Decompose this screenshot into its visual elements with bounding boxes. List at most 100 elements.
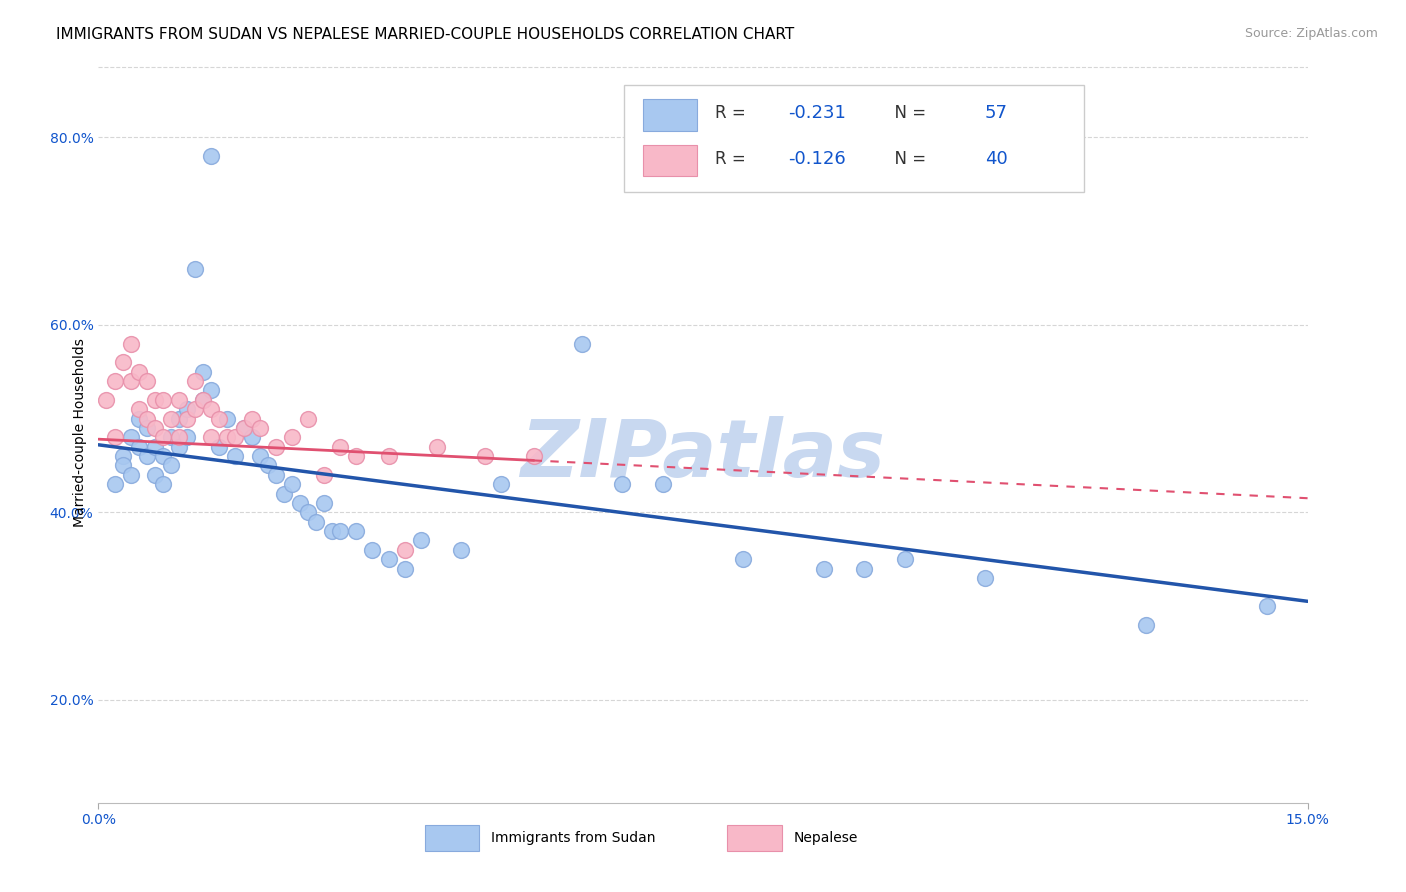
Text: IMMIGRANTS FROM SUDAN VS NEPALESE MARRIED-COUPLE HOUSEHOLDS CORRELATION CHART: IMMIGRANTS FROM SUDAN VS NEPALESE MARRIE…: [56, 27, 794, 42]
Point: [612, 477, 634, 491]
Point: [167, 430, 190, 444]
Point: [651, 477, 673, 491]
Point: [523, 449, 546, 463]
Point: [193, 392, 215, 407]
Point: [249, 449, 271, 463]
Point: [135, 374, 157, 388]
Text: ZIPatlas: ZIPatlas: [520, 416, 886, 494]
Point: [152, 477, 174, 491]
Point: [426, 440, 449, 454]
Point: [893, 552, 915, 566]
Point: [120, 336, 142, 351]
Point: [135, 449, 157, 463]
Point: [176, 411, 198, 425]
Point: [103, 374, 125, 388]
Point: [314, 496, 336, 510]
Point: [813, 561, 835, 575]
Text: -0.126: -0.126: [787, 150, 845, 168]
Point: [853, 561, 876, 575]
Point: [143, 467, 166, 482]
Point: [193, 365, 215, 379]
Point: [167, 392, 190, 407]
Text: R =: R =: [716, 103, 751, 122]
Point: [288, 496, 311, 510]
Text: Immigrants from Sudan: Immigrants from Sudan: [492, 831, 655, 846]
Text: N =: N =: [884, 103, 932, 122]
Point: [135, 411, 157, 425]
Point: [377, 552, 399, 566]
Point: [217, 430, 239, 444]
Point: [217, 411, 239, 425]
Point: [281, 430, 304, 444]
Point: [208, 411, 231, 425]
FancyBboxPatch shape: [643, 145, 697, 177]
Point: [1135, 617, 1157, 632]
Point: [344, 524, 367, 538]
Point: [143, 392, 166, 407]
FancyBboxPatch shape: [643, 99, 697, 130]
Point: [297, 505, 319, 519]
Point: [232, 421, 254, 435]
Point: [167, 440, 190, 454]
Point: [152, 449, 174, 463]
Point: [232, 421, 254, 435]
Point: [103, 477, 125, 491]
Point: [111, 355, 134, 369]
Point: [264, 467, 287, 482]
Point: [394, 542, 416, 557]
Point: [176, 430, 198, 444]
Point: [200, 402, 222, 417]
Text: Nepalese: Nepalese: [793, 831, 858, 846]
Point: [450, 542, 472, 557]
Point: [733, 552, 755, 566]
Point: [321, 524, 343, 538]
Point: [329, 440, 352, 454]
FancyBboxPatch shape: [727, 825, 782, 851]
Point: [184, 374, 207, 388]
Point: [240, 430, 263, 444]
Point: [571, 336, 593, 351]
Text: Source: ZipAtlas.com: Source: ZipAtlas.com: [1244, 27, 1378, 40]
Point: [240, 411, 263, 425]
Point: [200, 149, 222, 163]
Point: [1256, 599, 1278, 613]
Point: [128, 411, 150, 425]
Point: [184, 261, 207, 276]
Point: [377, 449, 399, 463]
Point: [200, 384, 222, 398]
Point: [160, 430, 183, 444]
Point: [111, 449, 134, 463]
Point: [167, 411, 190, 425]
Point: [120, 374, 142, 388]
Point: [474, 449, 496, 463]
Point: [120, 430, 142, 444]
Text: 40: 40: [984, 150, 1008, 168]
Point: [394, 561, 416, 575]
Point: [184, 402, 207, 417]
FancyBboxPatch shape: [624, 85, 1084, 192]
Point: [409, 533, 432, 548]
Point: [160, 458, 183, 473]
FancyBboxPatch shape: [425, 825, 479, 851]
Point: [208, 440, 231, 454]
Point: [135, 421, 157, 435]
Point: [361, 542, 384, 557]
Text: 57: 57: [984, 103, 1008, 122]
Point: [305, 515, 328, 529]
Y-axis label: Married-couple Households: Married-couple Households: [73, 338, 87, 527]
Point: [128, 440, 150, 454]
Point: [193, 392, 215, 407]
Point: [111, 458, 134, 473]
Point: [273, 486, 295, 500]
Point: [120, 467, 142, 482]
Point: [200, 430, 222, 444]
Point: [329, 524, 352, 538]
Point: [264, 440, 287, 454]
Point: [176, 402, 198, 417]
Point: [96, 392, 118, 407]
Point: [344, 449, 367, 463]
Point: [314, 467, 336, 482]
Point: [281, 477, 304, 491]
Point: [491, 477, 513, 491]
Point: [297, 411, 319, 425]
